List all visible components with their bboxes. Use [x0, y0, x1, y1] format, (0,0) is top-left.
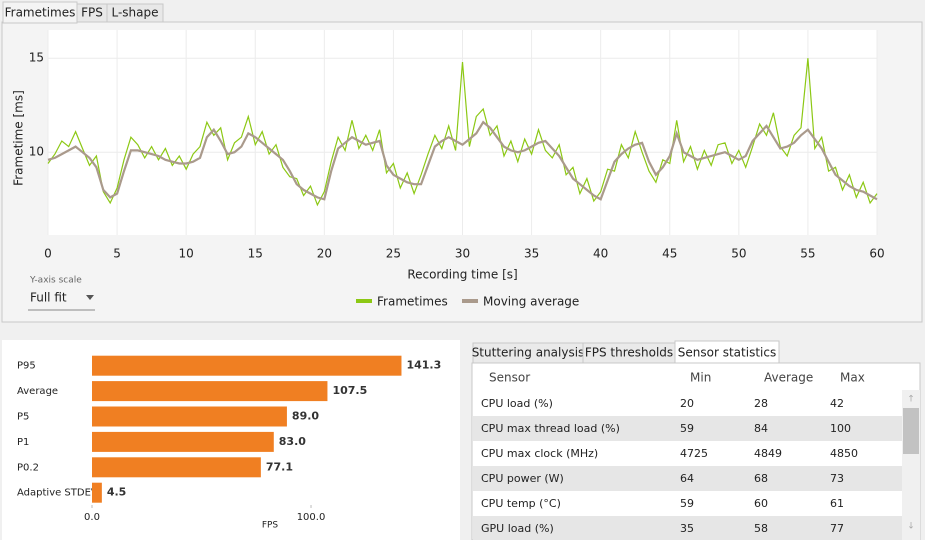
value-label: 77.1 — [266, 460, 293, 473]
table-row — [473, 416, 902, 441]
tab-label[interactable]: FPS — [81, 6, 103, 20]
series-line — [47, 120, 878, 201]
x-tick-label: 5 — [113, 247, 121, 261]
table-cell: 100 — [830, 422, 851, 435]
table-cell: 59 — [680, 422, 694, 435]
category-label: Average — [17, 386, 58, 397]
y-axis-label: Frametime [ms] — [12, 90, 26, 186]
value-label: 141.3 — [406, 359, 441, 372]
sensor-tab-label[interactable]: FPS thresholds — [585, 346, 673, 360]
table-cell: 4849 — [754, 447, 782, 460]
y-scale-label: Y-axis scale — [29, 276, 82, 286]
bar — [92, 431, 274, 452]
table-cell: 61 — [830, 497, 844, 510]
table-cell: GPU load (%) — [481, 522, 554, 535]
table-cell: CPU max clock (MHz) — [481, 447, 598, 460]
scroll-down[interactable]: ↓ — [907, 522, 915, 532]
sensor-tab-label[interactable]: Stuttering analysis — [472, 346, 585, 360]
bar — [92, 355, 402, 376]
table-cell: 77 — [830, 522, 844, 535]
table-cell: 4725 — [680, 447, 708, 460]
table-cell: 20 — [680, 397, 694, 410]
sensor-tab-label[interactable]: Sensor statistics — [678, 346, 776, 360]
bar — [92, 406, 287, 427]
x-tick-label: 0.0 — [84, 512, 100, 523]
x-tick-label: 20 — [317, 247, 332, 261]
y-tick-label: 10 — [29, 145, 44, 159]
table-row — [473, 491, 902, 516]
series-line — [47, 58, 878, 207]
table-header: Average — [764, 371, 813, 385]
table-cell: 73 — [830, 472, 844, 485]
y-tick-label: 15 — [29, 51, 44, 65]
category-label: P0.2 — [17, 462, 39, 473]
value-label: 89.0 — [292, 410, 319, 423]
legend-swatch[interactable] — [356, 299, 372, 303]
table-cell: 4850 — [830, 447, 858, 460]
table-cell: 64 — [680, 472, 694, 485]
table-cell: 42 — [830, 397, 844, 410]
x-tick-label: 0 — [44, 247, 52, 261]
category-label: Adaptive STDEV — [17, 488, 98, 499]
scroll-thumb[interactable] — [903, 408, 919, 454]
table-cell: CPU power (W) — [481, 472, 564, 485]
table-header: Sensor — [489, 371, 530, 385]
legend-label[interactable]: Frametimes — [377, 295, 448, 309]
table-cell: 28 — [754, 397, 768, 410]
table-row — [473, 516, 902, 540]
bar — [92, 482, 102, 503]
table-cell: 60 — [754, 497, 768, 510]
table-cell: 59 — [680, 497, 694, 510]
table-cell: CPU max thread load (%) — [481, 422, 620, 435]
x-tick-label: 40 — [593, 247, 608, 261]
bar — [92, 457, 261, 478]
x-axis-label: Recording time [s] — [407, 268, 517, 282]
y-scale-value[interactable]: Full fit — [30, 291, 67, 305]
x-tick-label: 45 — [662, 247, 677, 261]
category-label: P1 — [17, 437, 29, 448]
table-header: Max — [840, 371, 865, 385]
x-tick-label: 50 — [731, 247, 746, 261]
table-cell: CPU temp (°C) — [481, 497, 561, 510]
bar — [92, 381, 328, 402]
table-row — [473, 391, 902, 416]
x-tick-label: 15 — [248, 247, 263, 261]
x-axis-label: FPS — [262, 521, 279, 531]
table-row — [473, 441, 902, 466]
x-tick-label: 10 — [179, 247, 194, 261]
table-row — [473, 466, 902, 491]
x-tick-label: 25 — [386, 247, 401, 261]
value-label: 83.0 — [279, 435, 306, 448]
table-header: Min — [690, 371, 711, 385]
x-tick-label: 100.0 — [297, 512, 326, 523]
table-cell: 68 — [754, 472, 768, 485]
tab-label[interactable]: L-shape — [111, 6, 158, 20]
table-cell: 35 — [680, 522, 694, 535]
tab[interactable] — [106, 3, 164, 23]
legend-swatch[interactable] — [462, 299, 478, 303]
x-tick-label: 35 — [524, 247, 539, 261]
dropdown-arrow[interactable] — [86, 295, 94, 300]
category-label: P95 — [17, 361, 36, 372]
table-cell: 58 — [754, 522, 768, 535]
value-label: 4.5 — [107, 486, 127, 499]
x-tick-label: 55 — [800, 247, 815, 261]
legend-label[interactable]: Moving average — [483, 295, 579, 309]
category-label: P5 — [17, 412, 29, 423]
table-cell: 84 — [754, 422, 768, 435]
value-label: 107.5 — [332, 384, 367, 397]
scroll-up[interactable]: ↑ — [907, 395, 915, 405]
x-tick-label: 60 — [869, 247, 884, 261]
x-tick-label: 30 — [455, 247, 470, 261]
table-cell: CPU load (%) — [481, 397, 553, 410]
tab-label[interactable]: Frametimes — [5, 6, 76, 20]
sensor-tab[interactable] — [674, 340, 780, 364]
